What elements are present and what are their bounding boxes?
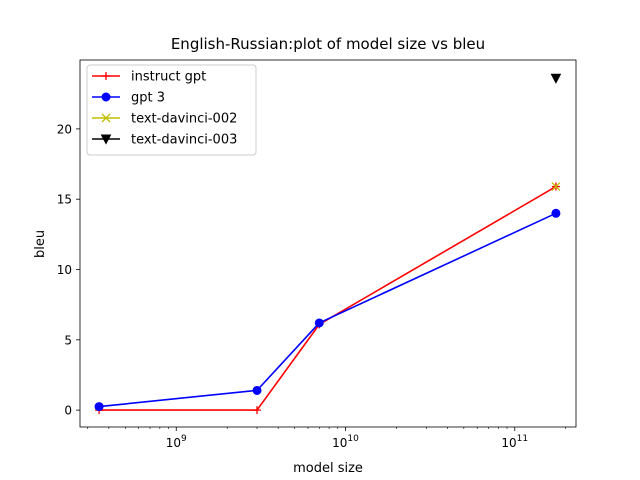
x-tick-label: 1011 — [501, 434, 528, 450]
legend-marker — [101, 113, 111, 123]
series-line — [99, 185, 557, 411]
y-axis: 0 5 10 15 20 — [57, 122, 80, 418]
legend-marker — [102, 72, 110, 80]
data-point — [253, 406, 262, 415]
legend-item: instruct gpt — [92, 70, 206, 85]
x-axis: 109 1010 1011 — [87, 427, 567, 450]
x-tick-label: 1010 — [332, 434, 359, 450]
x-tick-label: 109 — [166, 434, 187, 450]
y-tick-label: 5 — [64, 333, 72, 347]
legend-box — [86, 64, 257, 156]
y-tick-label: 0 — [64, 404, 72, 418]
legend-marker — [100, 134, 112, 145]
data-point — [551, 182, 561, 192]
legend-label: text-davinci-003 — [131, 133, 237, 148]
y-tick-label: 10 — [57, 263, 72, 277]
data-point — [252, 385, 262, 395]
legend-label: text-davinci-002 — [131, 112, 237, 127]
legend-item: text-davinci-003 — [92, 133, 237, 148]
series-text-davinci-002 — [551, 182, 561, 192]
y-tick-label: 15 — [57, 193, 72, 207]
data-point — [314, 318, 324, 328]
series-text-davinci-003 — [550, 73, 562, 84]
x-axis-label: model size — [293, 461, 363, 476]
data-point — [551, 208, 561, 218]
series-gpt-3 — [94, 208, 561, 412]
plot-frame — [79, 59, 577, 428]
legend: instruct gpt gpt 3 text-davinci-002 text-da… — [86, 64, 257, 156]
legend-item: gpt 3 — [92, 91, 165, 106]
legend-label: gpt 3 — [131, 91, 165, 106]
data-point — [550, 73, 562, 84]
legend-marker — [101, 92, 111, 102]
legend-item: text-davinci-002 — [92, 112, 237, 127]
plot-area — [94, 73, 562, 415]
y-tick-label: 20 — [57, 122, 72, 136]
y-axis-label: bleu — [33, 230, 48, 258]
chart-title: English-Russian:plot of model size vs bl… — [171, 35, 485, 53]
legend-label: instruct gpt — [131, 70, 206, 85]
data-point — [94, 402, 104, 412]
series-line — [99, 212, 557, 408]
